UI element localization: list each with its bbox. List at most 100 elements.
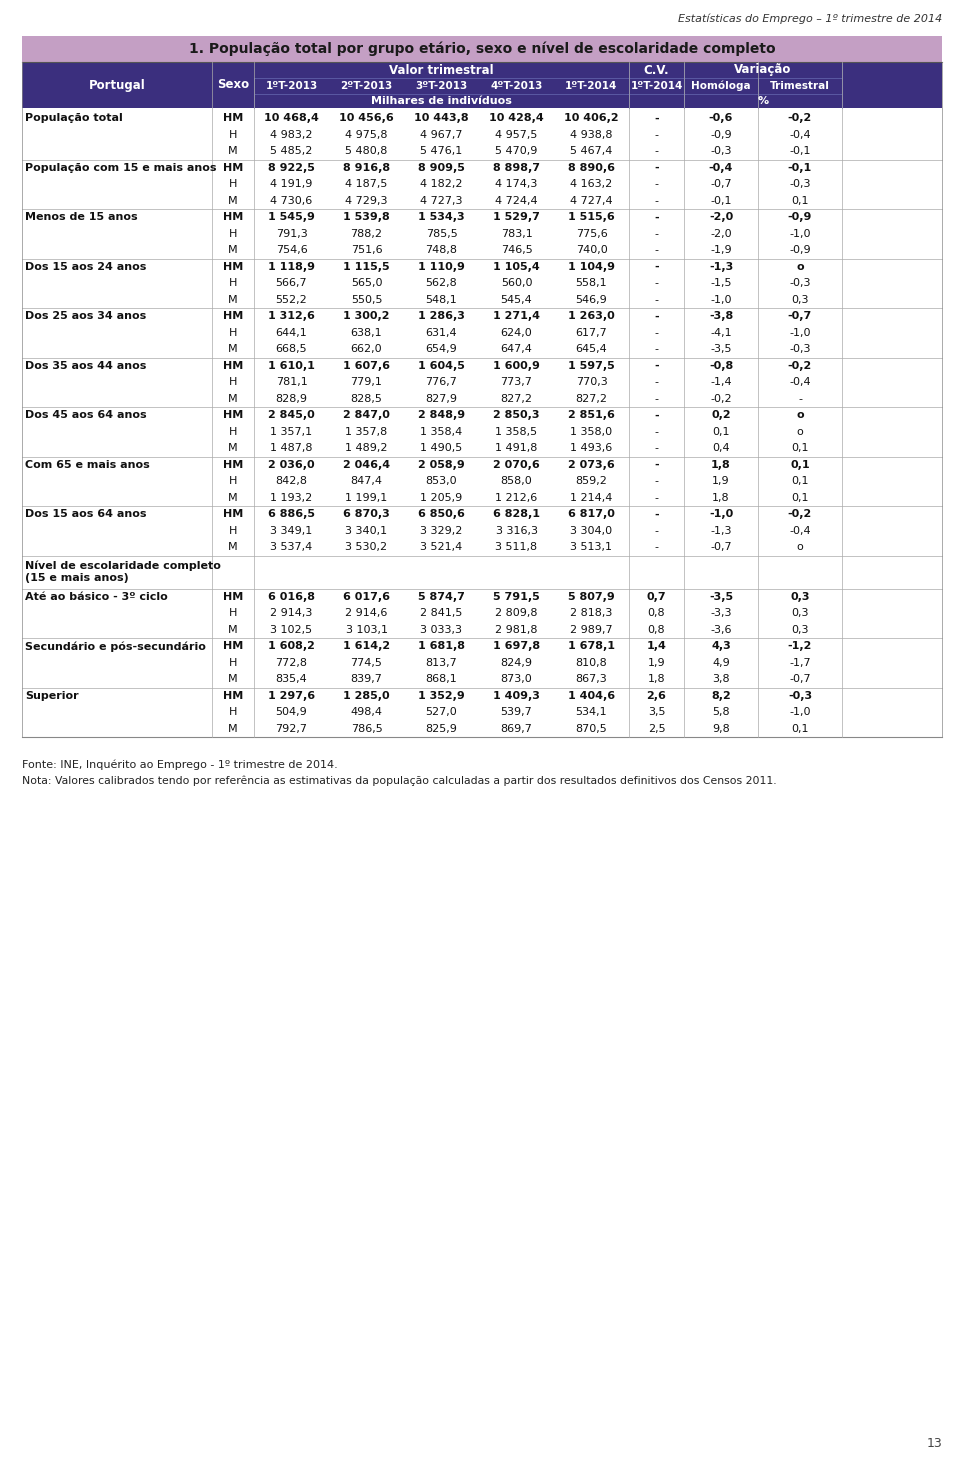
- Text: 4 967,7: 4 967,7: [420, 129, 463, 139]
- Text: 783,1: 783,1: [500, 229, 533, 239]
- Text: 2 046,4: 2 046,4: [343, 459, 390, 470]
- Text: 498,4: 498,4: [350, 708, 382, 718]
- Text: População total: População total: [25, 113, 123, 123]
- Text: 746,5: 746,5: [500, 245, 533, 255]
- Text: 827,2: 827,2: [575, 393, 608, 404]
- Text: -: -: [655, 245, 659, 255]
- Text: -3,6: -3,6: [710, 625, 732, 634]
- Text: 1ºT-2013: 1ºT-2013: [265, 81, 318, 91]
- Text: Dos 45 aos 64 anos: Dos 45 aos 64 anos: [25, 410, 147, 420]
- Text: 2,5: 2,5: [648, 724, 665, 734]
- Text: 10 468,4: 10 468,4: [264, 113, 319, 123]
- Text: 2 848,9: 2 848,9: [418, 410, 465, 420]
- Text: H: H: [228, 327, 237, 338]
- Text: 539,7: 539,7: [500, 708, 533, 718]
- Text: 2 841,5: 2 841,5: [420, 608, 463, 618]
- Text: 1 493,6: 1 493,6: [570, 443, 612, 454]
- Text: M: M: [228, 724, 238, 734]
- Text: 550,5: 550,5: [350, 295, 382, 305]
- Text: M: M: [228, 674, 238, 684]
- Text: 4 975,8: 4 975,8: [346, 129, 388, 139]
- Text: HM: HM: [223, 410, 243, 420]
- Text: 1,8: 1,8: [711, 459, 731, 470]
- Text: -: -: [654, 311, 659, 321]
- Text: -: -: [655, 393, 659, 404]
- Bar: [758, 78, 842, 94]
- Text: 751,6: 751,6: [350, 245, 382, 255]
- Text: o: o: [797, 427, 804, 437]
- Text: 772,8: 772,8: [276, 658, 307, 668]
- Text: 5 467,4: 5 467,4: [570, 147, 612, 156]
- Bar: [684, 94, 842, 109]
- Text: 869,7: 869,7: [500, 724, 533, 734]
- Text: Superior: Superior: [25, 691, 79, 700]
- Text: -0,4: -0,4: [708, 163, 733, 173]
- Text: 1 604,5: 1 604,5: [418, 361, 465, 371]
- Bar: [22, 62, 212, 109]
- Text: 1 286,3: 1 286,3: [418, 311, 465, 321]
- Text: 1 285,0: 1 285,0: [343, 691, 390, 700]
- Text: -2,0: -2,0: [708, 213, 733, 222]
- Text: H: H: [228, 229, 237, 239]
- Text: Fonte: INE, Inquérito ao Emprego - 1º trimestre de 2014.: Fonte: INE, Inquérito ao Emprego - 1º tr…: [22, 759, 338, 769]
- Text: 1 105,4: 1 105,4: [493, 261, 540, 272]
- Text: 6 886,5: 6 886,5: [268, 509, 315, 520]
- Bar: [629, 78, 684, 94]
- Text: 1 614,2: 1 614,2: [343, 642, 390, 652]
- Text: 546,9: 546,9: [576, 295, 608, 305]
- Text: 0,1: 0,1: [712, 427, 730, 437]
- Text: 6 016,8: 6 016,8: [268, 592, 315, 602]
- Text: M: M: [228, 147, 238, 156]
- Text: 8,2: 8,2: [711, 691, 731, 700]
- Text: o: o: [796, 410, 804, 420]
- Bar: [254, 94, 629, 109]
- Text: 4ºT-2013: 4ºT-2013: [491, 81, 542, 91]
- Text: 6 817,0: 6 817,0: [568, 509, 615, 520]
- Text: H: H: [228, 129, 237, 139]
- Text: -1,0: -1,0: [708, 509, 733, 520]
- Text: 1 118,9: 1 118,9: [268, 261, 315, 272]
- Bar: [212, 62, 254, 109]
- Text: -0,6: -0,6: [708, 113, 733, 123]
- Text: 1ºT-2014: 1ºT-2014: [631, 81, 683, 91]
- Text: 631,4: 631,4: [425, 327, 457, 338]
- Text: 562,8: 562,8: [425, 279, 457, 288]
- Text: 3 304,0: 3 304,0: [570, 526, 612, 536]
- Text: 2 809,8: 2 809,8: [495, 608, 538, 618]
- Text: 1 515,6: 1 515,6: [568, 213, 614, 222]
- Text: Dos 15 aos 64 anos: Dos 15 aos 64 anos: [25, 509, 147, 520]
- Text: 647,4: 647,4: [500, 345, 533, 354]
- Text: 1 607,6: 1 607,6: [343, 361, 390, 371]
- Text: 4,9: 4,9: [712, 658, 730, 668]
- Text: 2 914,3: 2 914,3: [271, 608, 313, 618]
- Text: -: -: [654, 459, 659, 470]
- Text: 776,7: 776,7: [425, 377, 457, 388]
- Text: -: -: [655, 195, 659, 206]
- Text: 4 727,4: 4 727,4: [570, 195, 612, 206]
- Text: 13: 13: [926, 1437, 942, 1450]
- Text: 4 191,9: 4 191,9: [271, 179, 313, 189]
- Text: 835,4: 835,4: [276, 674, 307, 684]
- Text: -: -: [654, 361, 659, 371]
- Text: 0,1: 0,1: [790, 459, 810, 470]
- Text: 5 807,9: 5 807,9: [568, 592, 614, 602]
- Text: 6 850,6: 6 850,6: [418, 509, 465, 520]
- Text: -: -: [654, 113, 659, 123]
- Bar: [684, 62, 842, 78]
- Text: -1,9: -1,9: [710, 245, 732, 255]
- Text: 527,0: 527,0: [425, 708, 457, 718]
- Text: 1 104,9: 1 104,9: [568, 261, 615, 272]
- Text: M: M: [228, 195, 238, 206]
- Text: -0,7: -0,7: [789, 674, 811, 684]
- Text: 624,0: 624,0: [500, 327, 533, 338]
- Text: 8 909,5: 8 909,5: [418, 163, 465, 173]
- Text: 1,8: 1,8: [648, 674, 665, 684]
- Text: 754,6: 754,6: [276, 245, 307, 255]
- Text: Variação: Variação: [734, 63, 792, 76]
- Text: 1ºT-2014: 1ºT-2014: [565, 81, 617, 91]
- Text: 2 845,0: 2 845,0: [268, 410, 315, 420]
- Text: 1,9: 1,9: [712, 476, 730, 486]
- Text: -: -: [654, 213, 659, 222]
- Text: 2 036,0: 2 036,0: [268, 459, 315, 470]
- Text: 5 470,9: 5 470,9: [495, 147, 538, 156]
